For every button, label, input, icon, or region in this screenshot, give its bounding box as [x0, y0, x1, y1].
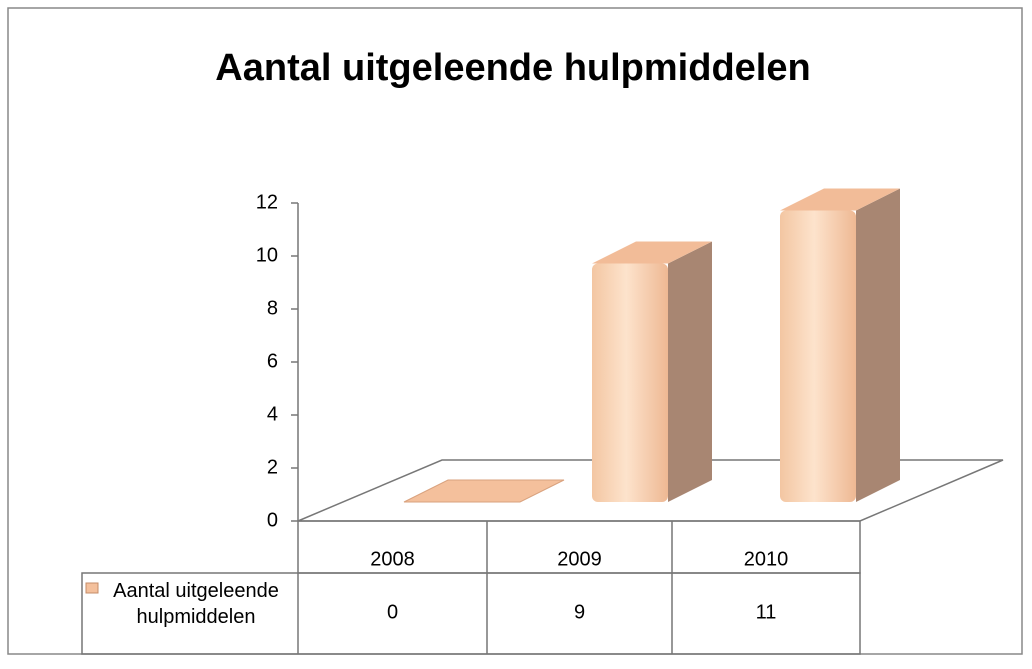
chart-title: Aantal uitgeleende hulpmiddelen: [215, 47, 810, 89]
x-tick-label: 2009: [557, 548, 602, 570]
table-cell: [81, 572, 861, 655]
bar-top: [403, 479, 565, 503]
bar-side: [856, 188, 900, 502]
y-tick-label: 10: [256, 244, 278, 266]
y-tick-label: 2: [267, 456, 278, 478]
y-tick-label: 0: [267, 509, 278, 531]
table-value: 11: [756, 601, 777, 623]
legend-entry: Aantal uitgeleende hulpmiddelen: [113, 580, 279, 628]
y-tick-label: 12: [256, 191, 278, 213]
table-value: 0: [387, 601, 398, 623]
x-tick-label: 2008: [370, 548, 415, 570]
x-tick-label: 2010: [744, 548, 789, 570]
legend-key: [85, 582, 99, 594]
legend-label: Aantal uitgeleende hulpmiddelen: [113, 580, 279, 628]
bar-front: [592, 263, 668, 502]
bar-side: [668, 241, 712, 502]
y-tick-label: 6: [267, 350, 278, 372]
table-value: 9: [574, 601, 585, 623]
y-tick-label: 8: [267, 297, 278, 319]
bar-front: [780, 210, 856, 502]
bar-top: [780, 188, 900, 211]
bar-top: [592, 241, 712, 264]
y-tick-label: 4: [267, 403, 278, 425]
